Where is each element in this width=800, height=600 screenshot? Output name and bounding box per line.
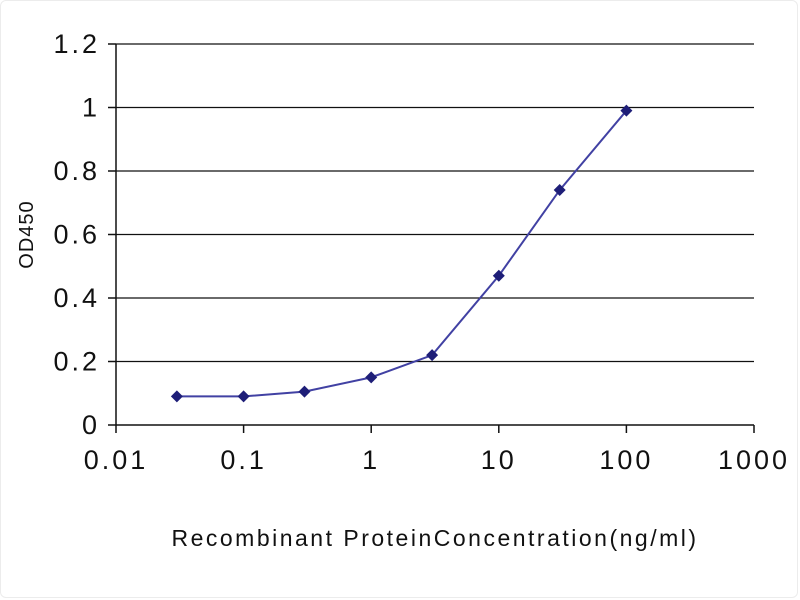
data-line [176,110,628,398]
y-tick-label: 0 [82,410,100,440]
x-tick-label: 0.01 [84,445,149,475]
data-point-marker [170,390,183,403]
y-axis-label: OD450 [16,200,38,268]
data-point-marker [492,269,505,282]
x-tick-label: 0.1 [220,445,267,475]
x-tick-label: 10 [481,445,517,475]
y-tick-label: 0.4 [53,283,100,313]
x-axis-label: Recombinant ProteinConcentration(ng/ml) [171,525,698,551]
data-point-marker [298,385,311,398]
y-tick-label: 1.2 [53,29,100,59]
y-tick-label: 0.8 [53,156,100,186]
x-tick-label: 100 [599,445,653,475]
y-tick-label: 0.2 [53,347,100,377]
data-point-marker [426,349,439,362]
data-point-marker [620,104,633,117]
data-point-marker [553,184,566,197]
x-tick-label: 1 [362,445,380,475]
y-tick-label: 1 [82,93,100,123]
y-tick-label: 0.6 [53,220,100,250]
data-point-marker [365,371,378,384]
x-tick-label: 1000 [718,445,790,475]
data-point-marker [237,390,250,403]
